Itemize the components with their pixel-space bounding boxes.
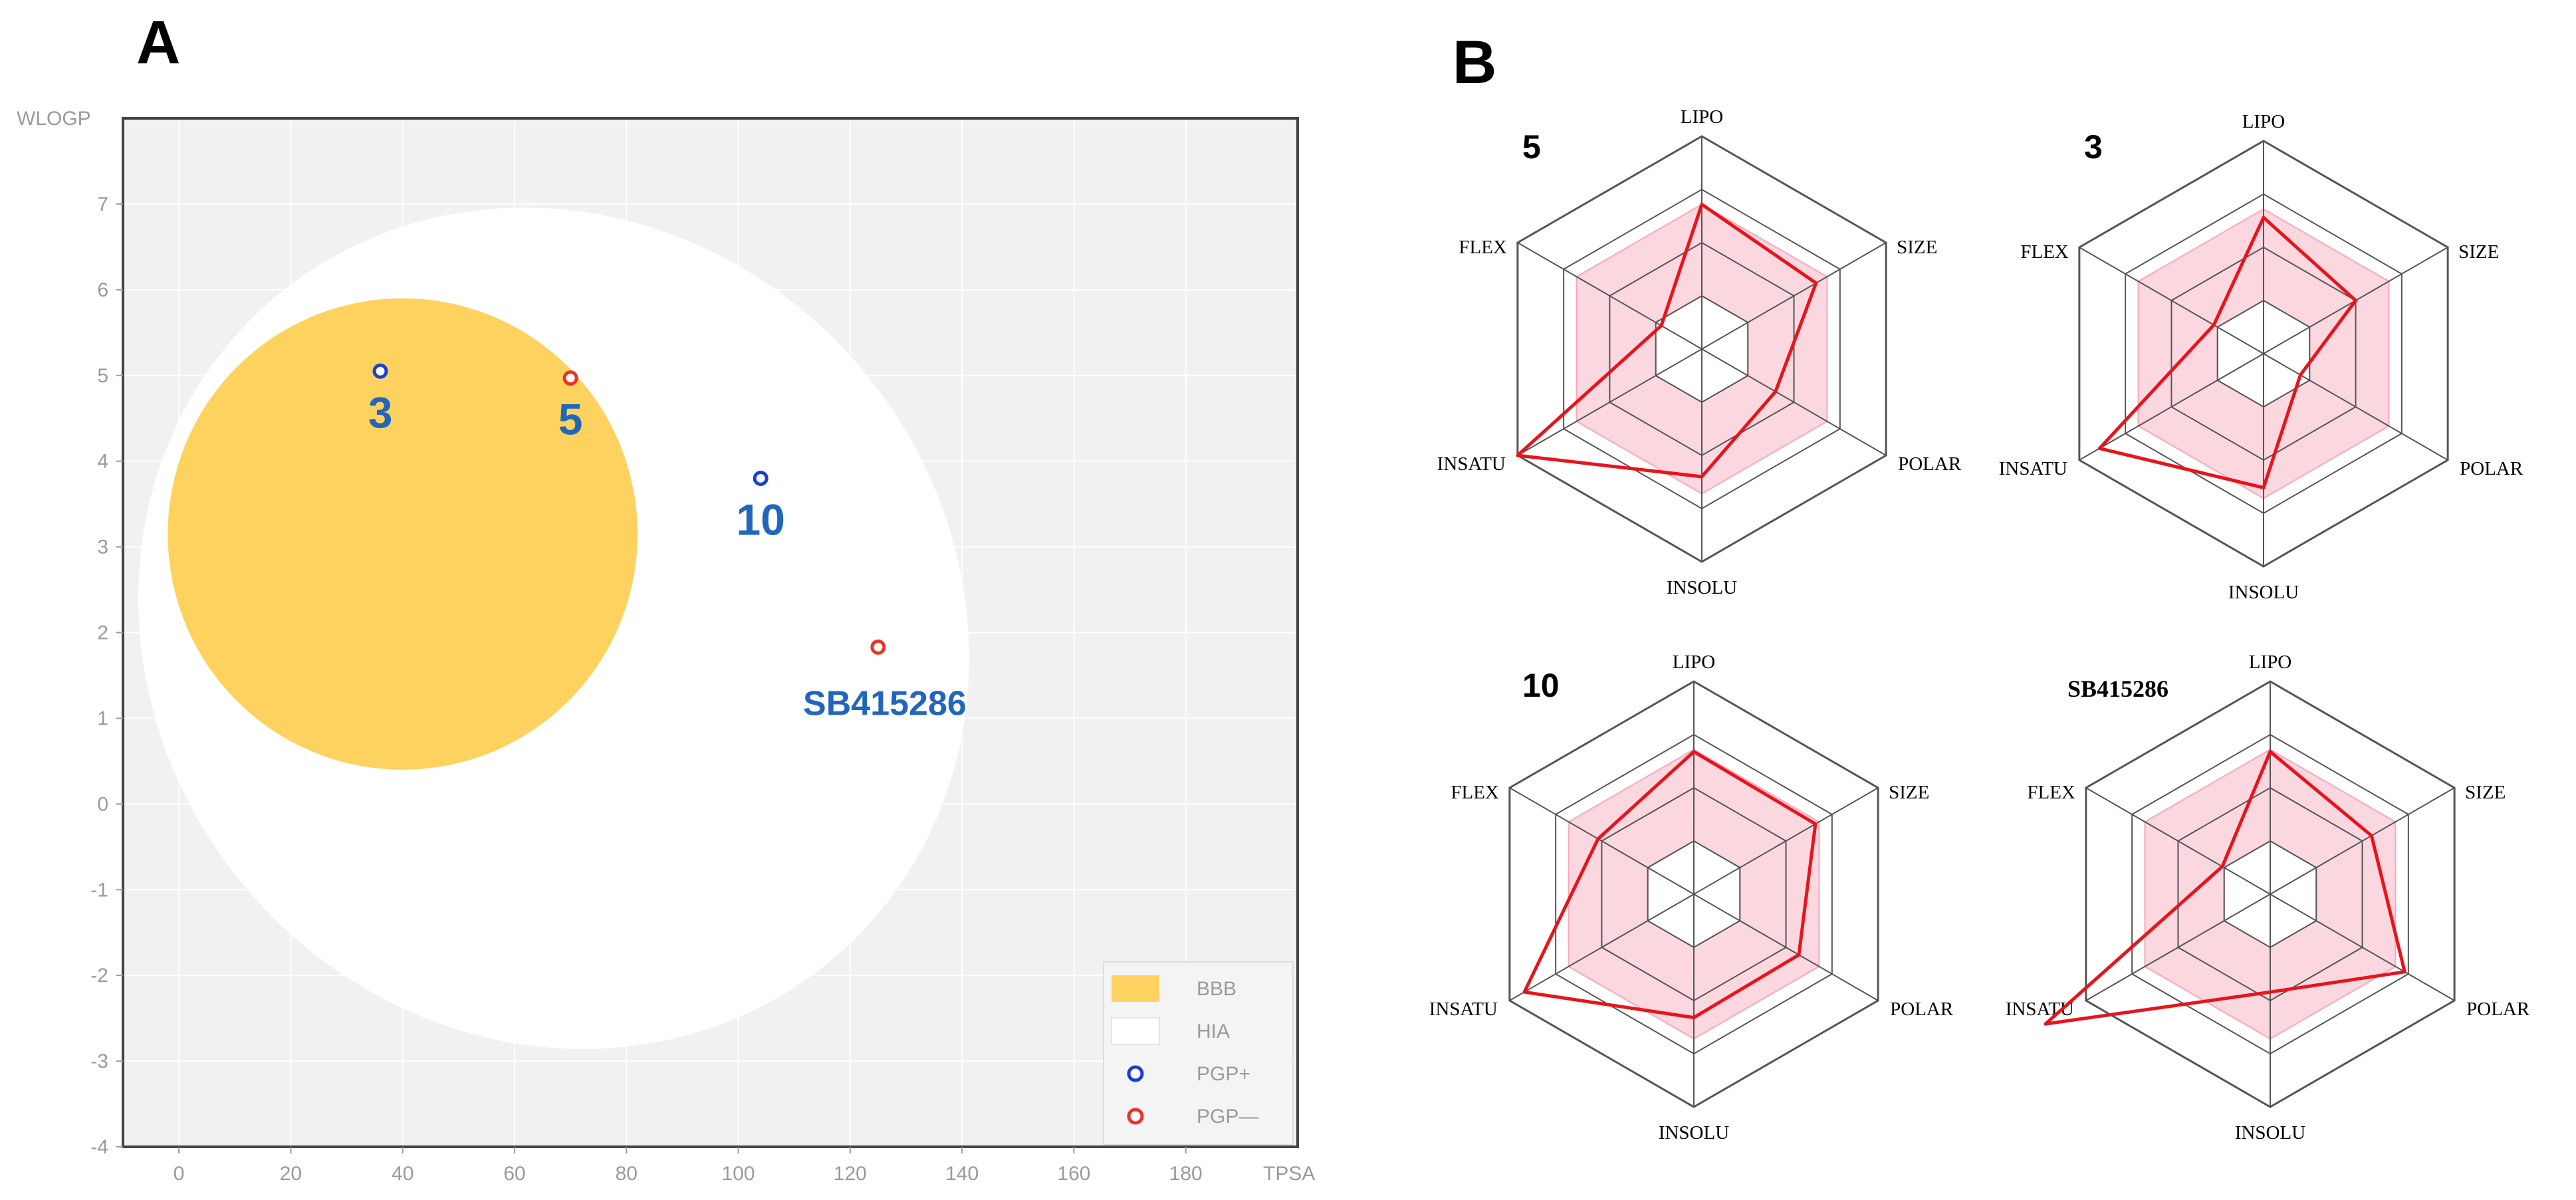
x-axis-title: TPSA [1263, 1163, 1315, 1185]
radar-5: LIPO SIZE POLAR INSOLU INSATU FLEX 5 [1437, 106, 1962, 598]
radar-axis-label-lipo: LIPO [2249, 652, 2291, 673]
radar-axis-label-insatu: INSATU [1429, 999, 1498, 1020]
point-label-10: 10 [737, 495, 785, 544]
y-tick-label: 6 [97, 279, 108, 301]
radar-3: LIPO SIZE POLAR INSOLU INSATU FLEX 3 [1999, 111, 2523, 603]
x-tick-label: 120 [834, 1163, 867, 1185]
y-tick-label: 4 [97, 451, 108, 473]
radar-axis-label-size: SIZE [2458, 241, 2499, 263]
y-tick-label: -4 [90, 1136, 108, 1158]
radar-series-line [2044, 750, 2406, 1026]
radar-axis-label-flex: FLEX [1459, 237, 1507, 258]
radar-axis-label-flex: FLEX [2020, 241, 2069, 263]
radar-axis-label-insatu: INSATU [1437, 453, 1506, 475]
y-tick-label: 2 [97, 622, 108, 644]
x-tick-label: 80 [616, 1163, 638, 1185]
data-point-5 [562, 370, 578, 386]
y-tick-label: 1 [97, 707, 108, 729]
point-label-3: 3 [368, 388, 393, 437]
radar-axis-label-polar: POLAR [1898, 453, 1962, 475]
radar-axis-label-size: SIZE [1889, 782, 1929, 803]
data-point-3 [372, 363, 388, 379]
radar-axis-label-polar: POLAR [2460, 458, 2523, 479]
radar-axis-label-lipo: LIPO [2242, 111, 2285, 132]
radar-spoke [2085, 787, 2455, 1001]
radar-axis-label-flex: FLEX [1451, 782, 1499, 803]
x-tick-label: 180 [1169, 1163, 1203, 1185]
radar-series-line [1516, 202, 1818, 479]
radar-series-line [1522, 750, 1817, 1020]
point-label-5: 5 [558, 395, 583, 444]
data-point-10 [753, 470, 768, 486]
radar-axis-label-insatu: INSATU [1999, 458, 2067, 479]
radar-title: 3 [2084, 128, 2103, 166]
radar-axis-label-size: SIZE [1897, 237, 1937, 258]
radar-spoke [1517, 242, 1887, 456]
x-tick-label: 40 [392, 1163, 413, 1185]
x-tick-label: 20 [280, 1163, 302, 1185]
radar-axis-label-insolu: INSOLU [2228, 582, 2299, 603]
y-tick-label: 0 [97, 793, 108, 815]
radar-charts: LIPO SIZE POLAR INSOLU INSATU FLEX 5 LIPO SIZE PO… [1429, 106, 2530, 1143]
radar-axis-label-insolu: INSOLU [1667, 577, 1737, 598]
radar-series-line [2097, 215, 2358, 490]
y-tick-label: -2 [90, 965, 108, 987]
radar-axis-label-insolu: INSOLU [2235, 1122, 2305, 1143]
radar-axis-label-insolu: INSOLU [1659, 1122, 1729, 1143]
radar-axis-label-polar: POLAR [1890, 999, 1954, 1020]
y-tick-label: 7 [97, 193, 108, 215]
legend-label: PGP— [1197, 1106, 1258, 1128]
radar-title: 5 [1522, 128, 1541, 166]
y-tick-label: 3 [97, 537, 108, 558]
x-tick-label: 160 [1057, 1163, 1090, 1185]
x-tick-label: 100 [722, 1163, 755, 1185]
y-tick-label: 5 [97, 365, 108, 387]
panel-b-letter: B [1453, 29, 1496, 96]
legend-label: HIA [1197, 1020, 1230, 1042]
x-tick-label: 60 [503, 1163, 525, 1185]
radar-title: 10 [1522, 667, 1560, 704]
radar-spoke [2079, 247, 2448, 461]
bbb-region [168, 298, 638, 770]
legend-label: PGP+ [1197, 1063, 1250, 1085]
data-point-sb415286 [870, 639, 886, 655]
x-tick-label: 140 [945, 1163, 979, 1185]
x-tick-label: 0 [174, 1163, 185, 1185]
y-tick-label: -3 [90, 1050, 108, 1072]
radar-axis-label-lipo: LIPO [1673, 652, 1715, 673]
legend-swatch-hia [1111, 1017, 1160, 1045]
legend-marker [1127, 1065, 1144, 1082]
radar-axis-label-polar: POLAR [2466, 999, 2530, 1020]
radar-axis-label-lipo: LIPO [1681, 106, 1723, 128]
radar-spoke [1509, 787, 1879, 1001]
legend-swatch-bbb [1112, 975, 1159, 1002]
legend-marker [1127, 1108, 1144, 1125]
panel-a-letter: A [136, 9, 180, 76]
point-label-sb415286: SB415286 [803, 684, 967, 723]
radar-axis-label-flex: FLEX [2027, 782, 2075, 803]
radar-axis-label-size: SIZE [2465, 782, 2506, 803]
y-axis-title: WLOGP [17, 108, 91, 130]
radar-10: LIPO SIZE POLAR INSOLU INSATU FLEX 10 [1429, 652, 1954, 1143]
legend-label: BBB [1197, 978, 1236, 1000]
y-tick-label: -1 [90, 879, 108, 901]
radar-title: SB415286 [2067, 675, 2168, 702]
boiled-egg-chart: 0 20 40 60 80 100 120 140 160 180 -4 -3 -2 -1 0 1 2 3 4 5 6 7… [17, 108, 1315, 1185]
